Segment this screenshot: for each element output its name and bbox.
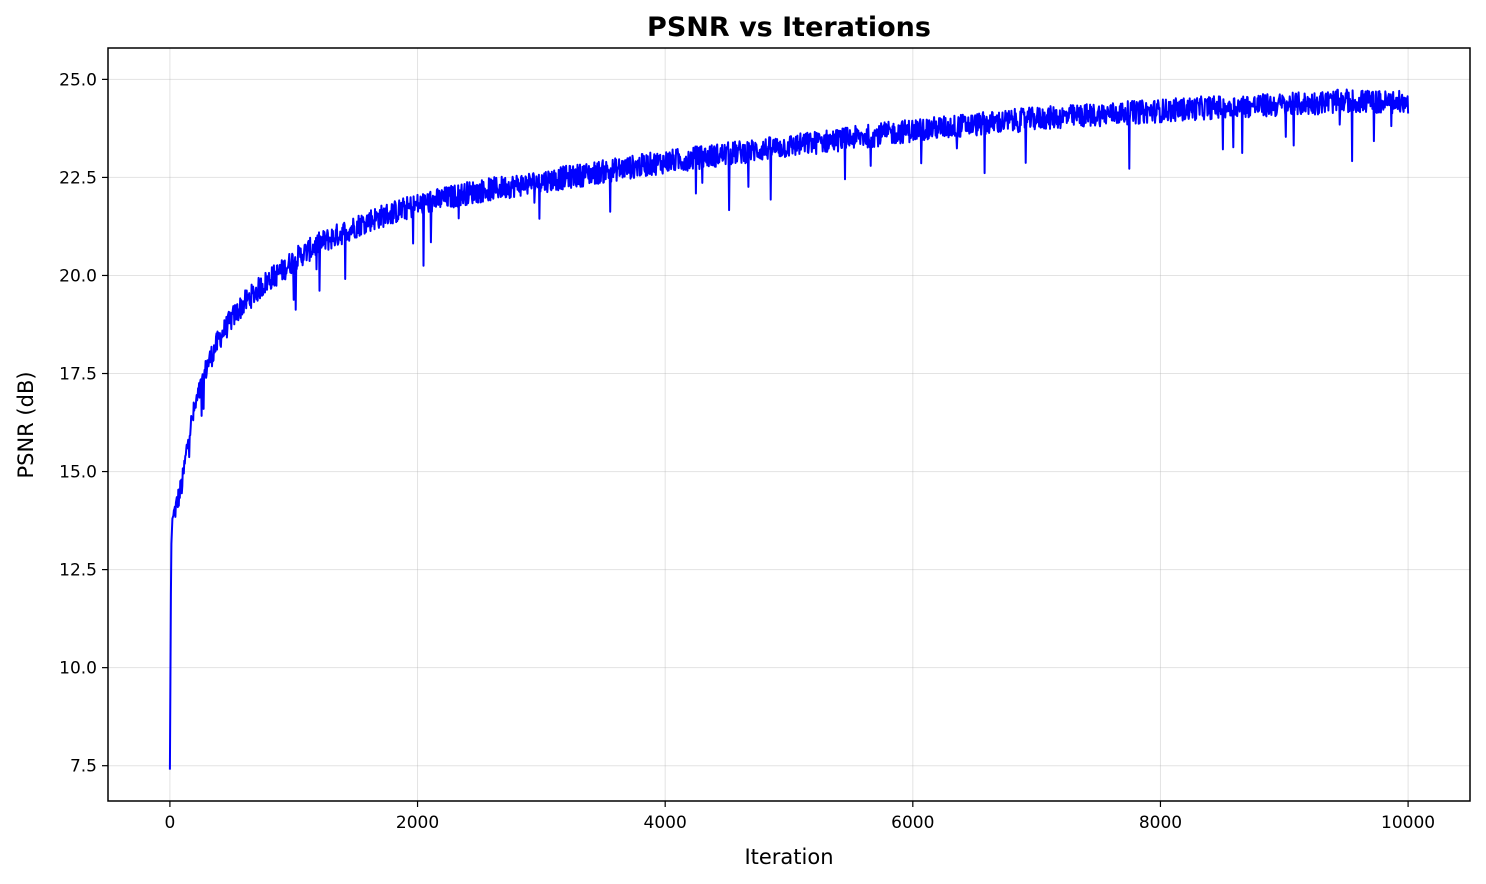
x-tick-label: 0 — [164, 813, 175, 833]
grid-lines — [108, 48, 1470, 801]
y-tick-label: 22.5 — [59, 168, 97, 188]
y-tick-label: 10.0 — [59, 659, 97, 679]
y-axis-label: PSNR (dB) — [14, 371, 38, 478]
plot-frame — [107, 47, 1471, 802]
y-tick-label: 12.5 — [59, 561, 97, 581]
y-tick-label: 17.5 — [59, 365, 97, 385]
x-tick-label: 4000 — [644, 813, 687, 833]
y-tick-label: 25.0 — [59, 70, 97, 90]
x-tick-label: 6000 — [891, 813, 934, 833]
x-axis-ticks: 0 2000 4000 6000 8000 10000 — [164, 801, 1435, 833]
x-tick-label: 8000 — [1139, 813, 1182, 833]
psnr-series-line — [168, 88, 1410, 770]
x-axis-label: Iteration — [744, 845, 833, 869]
chart-title: PSNR vs Iterations — [647, 12, 931, 43]
series-layer — [168, 88, 1410, 770]
y-tick-label: 15.0 — [59, 463, 97, 483]
y-tick-label: 20.0 — [59, 266, 97, 286]
y-tick-label: 7.5 — [70, 757, 97, 777]
x-tick-label: 2000 — [396, 813, 439, 833]
y-axis-ticks: 7.5 10.0 12.5 15.0 17.5 20.0 22.5 25.0 — [59, 70, 108, 777]
x-tick-label: 10000 — [1381, 813, 1435, 833]
